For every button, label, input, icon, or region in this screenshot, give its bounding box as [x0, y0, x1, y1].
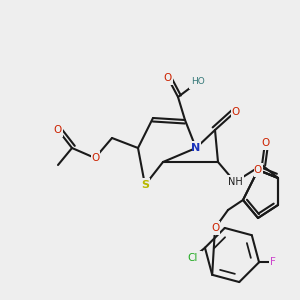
Bar — [226, 175, 244, 189]
Text: O: O — [54, 125, 62, 135]
Bar — [211, 221, 220, 235]
Bar — [184, 251, 202, 265]
Bar — [254, 163, 262, 177]
Bar — [260, 136, 269, 150]
Text: F: F — [270, 257, 276, 267]
Text: N: N — [191, 143, 201, 153]
Bar — [189, 75, 207, 89]
Text: O: O — [261, 138, 269, 148]
Bar — [191, 141, 200, 155]
Text: S: S — [141, 180, 149, 190]
Bar — [268, 255, 278, 269]
Text: O: O — [211, 223, 219, 233]
Bar — [53, 123, 62, 137]
Text: O: O — [91, 153, 99, 163]
Bar — [164, 71, 172, 85]
Text: HO: HO — [191, 77, 205, 86]
Text: O: O — [254, 165, 262, 175]
Bar — [230, 105, 239, 119]
Text: O: O — [164, 73, 172, 83]
Bar — [140, 178, 149, 192]
Text: O: O — [231, 107, 239, 117]
Text: Cl: Cl — [188, 253, 198, 263]
Text: NH: NH — [228, 177, 242, 187]
Bar — [91, 151, 100, 165]
